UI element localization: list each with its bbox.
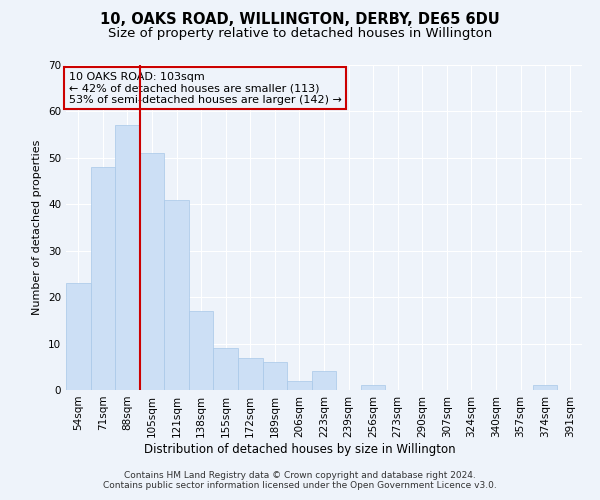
- Text: 10, OAKS ROAD, WILLINGTON, DERBY, DE65 6DU: 10, OAKS ROAD, WILLINGTON, DERBY, DE65 6…: [100, 12, 500, 28]
- Bar: [140, 153, 164, 390]
- Y-axis label: Number of detached properties: Number of detached properties: [32, 140, 43, 315]
- Bar: [189, 311, 214, 390]
- Bar: [214, 348, 238, 390]
- Bar: [533, 386, 557, 390]
- Bar: [238, 358, 263, 390]
- Bar: [164, 200, 189, 390]
- Text: Distribution of detached houses by size in Willington: Distribution of detached houses by size …: [144, 442, 456, 456]
- Text: 10 OAKS ROAD: 103sqm
← 42% of detached houses are smaller (113)
53% of semi-deta: 10 OAKS ROAD: 103sqm ← 42% of detached h…: [68, 72, 341, 104]
- Bar: [361, 386, 385, 390]
- Text: Size of property relative to detached houses in Willington: Size of property relative to detached ho…: [108, 28, 492, 40]
- Text: Contains HM Land Registry data © Crown copyright and database right 2024.
Contai: Contains HM Land Registry data © Crown c…: [103, 470, 497, 490]
- Bar: [115, 126, 140, 390]
- Bar: [91, 167, 115, 390]
- Bar: [287, 380, 312, 390]
- Bar: [66, 283, 91, 390]
- Bar: [312, 372, 336, 390]
- Bar: [263, 362, 287, 390]
